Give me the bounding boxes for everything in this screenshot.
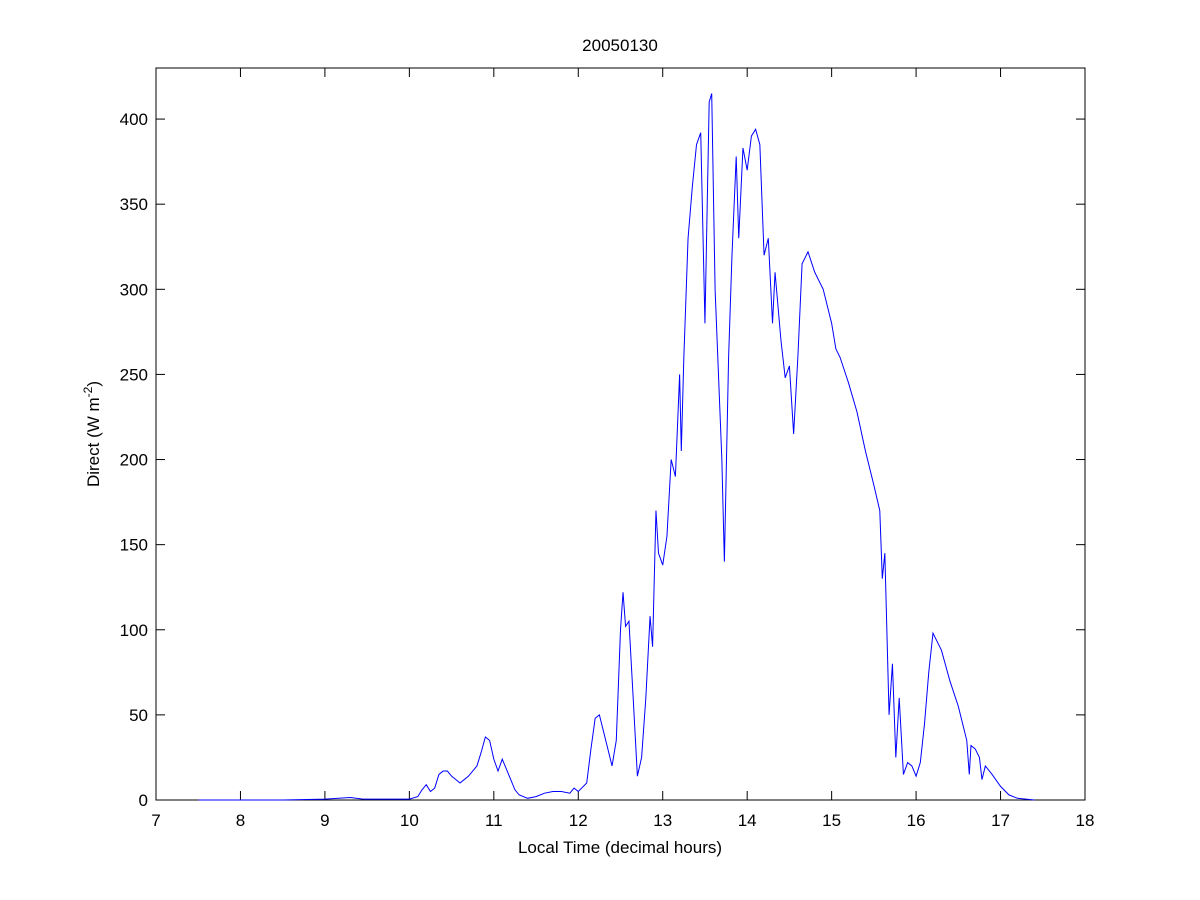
y-tick-label: 400 bbox=[120, 110, 148, 129]
chart-title: 20050130 bbox=[582, 36, 658, 55]
plot-area bbox=[155, 67, 1086, 801]
x-tick-label: 7 bbox=[151, 811, 160, 830]
y-tick-label: 100 bbox=[120, 621, 148, 640]
y-axis-label-text: Direct (W m bbox=[84, 397, 103, 487]
x-tick-label: 13 bbox=[653, 811, 672, 830]
y-tick-label: 350 bbox=[120, 195, 148, 214]
x-tick-label: 14 bbox=[738, 811, 757, 830]
y-tick-label: 200 bbox=[120, 451, 148, 470]
x-tick-label: 12 bbox=[569, 811, 588, 830]
y-tick-label: 0 bbox=[139, 791, 148, 810]
x-tick-label: 15 bbox=[822, 811, 841, 830]
y-tick-label: 50 bbox=[129, 706, 148, 725]
y-axis-label: Direct (W m-2) bbox=[81, 381, 103, 487]
x-tick-label: 10 bbox=[400, 811, 419, 830]
x-tick-label: 9 bbox=[320, 811, 329, 830]
y-axis-label-sup: -2 bbox=[81, 386, 95, 397]
x-tick-label: 11 bbox=[485, 811, 503, 830]
data-line bbox=[198, 93, 1035, 801]
x-tick-label: 18 bbox=[1076, 811, 1095, 830]
x-tick-label: 17 bbox=[991, 811, 1010, 830]
y-tick-label: 300 bbox=[120, 280, 148, 299]
y-tick-label: 250 bbox=[120, 365, 148, 384]
y-tick-label: 150 bbox=[120, 536, 148, 555]
x-tick-label: 8 bbox=[236, 811, 245, 830]
x-tick-label: 16 bbox=[907, 811, 926, 830]
y-axis-label-end: ) bbox=[84, 381, 103, 387]
x-axis-label: Local Time (decimal hours) bbox=[518, 838, 722, 857]
